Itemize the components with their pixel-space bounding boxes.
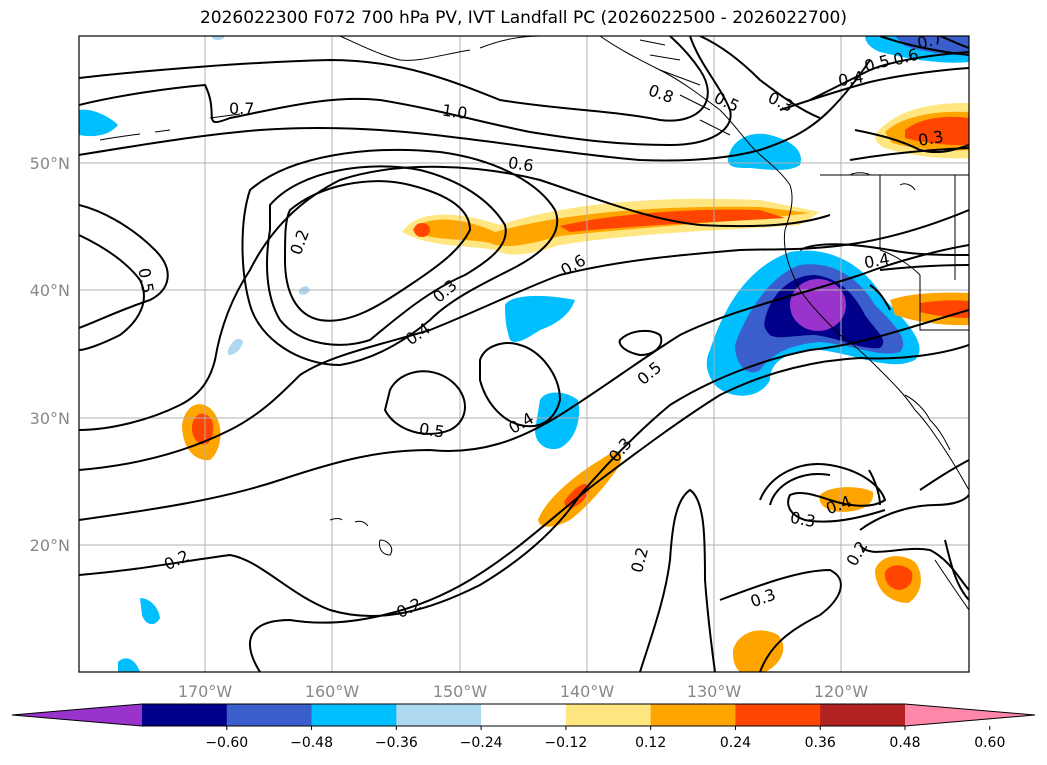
contour-label: 1.0 bbox=[441, 101, 469, 123]
negative-anomaly-mid-pacific bbox=[505, 295, 575, 342]
positive-anomaly-northeast-peak bbox=[905, 116, 969, 146]
colorbar: −0.60 −0.48 −0.36 −0.24 −0.12 0.12 0.24 0.36 0.4… bbox=[11, 703, 1036, 751]
contour-label: 0.4 bbox=[863, 249, 891, 272]
negative-anomaly-small-2 bbox=[140, 598, 160, 625]
contour-label: 0.4 bbox=[837, 67, 865, 90]
colorbar-tick-label: 0.24 bbox=[720, 735, 751, 751]
negative-anomaly-small-4 bbox=[228, 338, 243, 355]
colorbar-segment bbox=[311, 704, 397, 726]
lon-label-170w: 170°W bbox=[178, 682, 233, 701]
contour-label: 0.3 bbox=[789, 508, 817, 531]
colorbar-tick-label: −0.60 bbox=[205, 735, 248, 751]
lat-label-20n: 20°N bbox=[30, 536, 70, 555]
map-title: 2026022300 F072 700 hPa PV, IVT Landfall… bbox=[199, 8, 847, 28]
lat-label-50n: 50°N bbox=[30, 154, 70, 173]
colorbar-segment bbox=[650, 704, 736, 726]
positive-anomaly-small-2-core bbox=[884, 565, 913, 590]
lat-label-30n: 30°N bbox=[30, 409, 70, 428]
lon-label-120w: 120°W bbox=[814, 682, 869, 701]
colorbar-tick-label: −0.48 bbox=[290, 735, 333, 751]
colorbar-tick-label: −0.24 bbox=[460, 735, 503, 751]
colorbar-tick-label: −0.36 bbox=[375, 735, 418, 751]
colorbar-segment bbox=[820, 704, 906, 726]
colorbar-segment bbox=[142, 704, 228, 726]
map-panel bbox=[79, 36, 969, 672]
lat-label-40n: 40°N bbox=[30, 281, 70, 300]
colorbar-tick-label: 0.12 bbox=[635, 735, 666, 751]
lon-label-130w: 130°W bbox=[687, 682, 742, 701]
lon-label-140w: 140°W bbox=[560, 682, 615, 701]
colorbar-tick-label: 0.48 bbox=[889, 735, 920, 751]
contour-label: 0.5 bbox=[418, 419, 446, 441]
colorbar-extend-max bbox=[905, 704, 1035, 726]
colorbar-segment bbox=[481, 704, 567, 726]
colorbar-segment bbox=[735, 704, 821, 726]
negative-anomaly-small-1 bbox=[79, 109, 118, 137]
negative-anomaly-small-6 bbox=[212, 36, 225, 41]
colorbar-tick-label: −0.12 bbox=[544, 735, 587, 751]
colorbar-segment bbox=[565, 704, 652, 726]
ivt-shading-layer bbox=[79, 36, 969, 672]
contour-label: 0.5 bbox=[134, 266, 157, 294]
map-border bbox=[78, 35, 970, 673]
colorbar-segment bbox=[226, 704, 313, 726]
longitude-labels: 170°W 160°W 150°W 140°W 130°W 120°W bbox=[178, 682, 869, 701]
colorbar-segment bbox=[396, 704, 482, 726]
colorbar-outline bbox=[11, 703, 1036, 727]
colorbar-tick-label: 0.36 bbox=[805, 735, 836, 751]
graticule bbox=[79, 36, 969, 672]
positive-anomaly-spot bbox=[414, 223, 430, 237]
colorbar-extend-min bbox=[12, 704, 142, 726]
positive-anomaly-small-3 bbox=[733, 630, 784, 672]
negative-anomaly-south bbox=[535, 392, 580, 450]
lon-label-160w: 160°W bbox=[305, 682, 360, 701]
contour-label: 0.7 bbox=[229, 99, 254, 118]
pv-contours bbox=[79, 36, 969, 672]
lon-label-150w: 150°W bbox=[433, 682, 488, 701]
positive-anomaly-west-core bbox=[191, 413, 214, 445]
colorbar-tick-label: 0.60 bbox=[974, 735, 1005, 751]
negative-anomaly-coast bbox=[728, 133, 801, 170]
contour-label: 0.6 bbox=[507, 153, 535, 175]
negative-anomaly-small-3 bbox=[118, 658, 140, 672]
contour-label: 0.3 bbox=[917, 127, 945, 150]
latitude-labels: 50°N 40°N 30°N 20°N bbox=[30, 154, 70, 555]
